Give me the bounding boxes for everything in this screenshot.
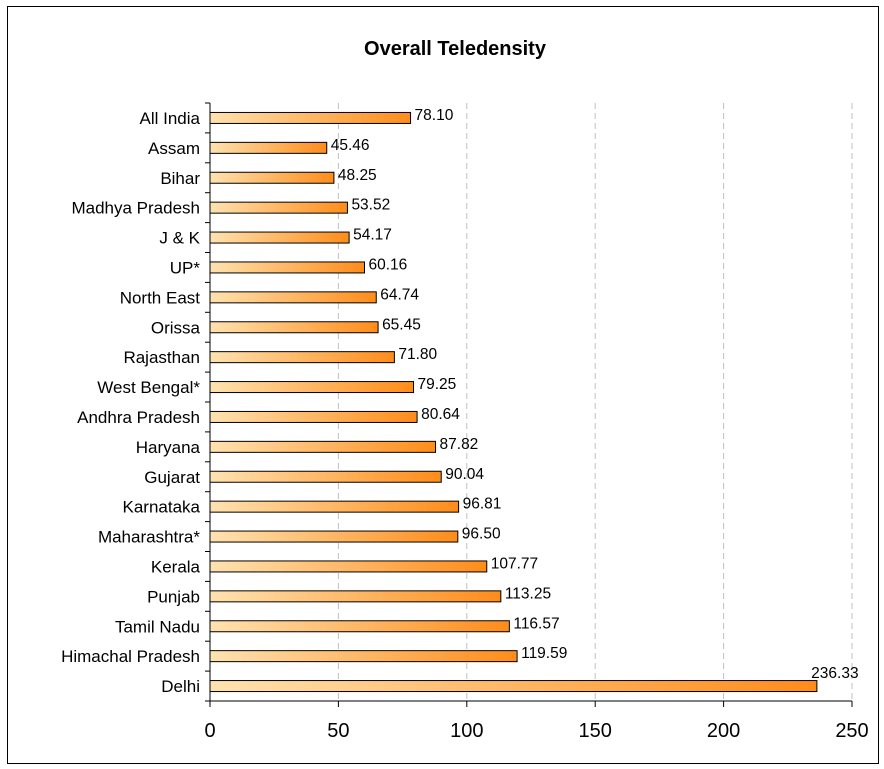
bar bbox=[209, 470, 442, 483]
category-label: Haryana bbox=[136, 438, 201, 457]
bar bbox=[209, 171, 335, 184]
bar bbox=[209, 440, 437, 453]
value-label: 64.74 bbox=[380, 286, 419, 303]
value-label: 71.80 bbox=[398, 346, 437, 363]
category-label: West Bengal* bbox=[97, 378, 200, 397]
bar bbox=[209, 620, 510, 633]
x-tick-label: 200 bbox=[707, 720, 740, 742]
value-label: 236.33 bbox=[811, 665, 858, 682]
category-label: Madhya Pradesh bbox=[71, 199, 200, 218]
category-label: Orissa bbox=[151, 318, 201, 337]
bar bbox=[209, 321, 379, 334]
value-label: 45.46 bbox=[331, 137, 370, 154]
value-label: 116.57 bbox=[513, 615, 559, 632]
category-label: Karnataka bbox=[123, 498, 201, 517]
category-label: Assam bbox=[148, 139, 200, 158]
chart-frame: Overall Teledensity All India 78.10 Assam 4… bbox=[7, 6, 879, 764]
value-label: 78.10 bbox=[415, 107, 454, 124]
value-label: 48.25 bbox=[338, 167, 377, 184]
category-label: Delhi bbox=[161, 677, 200, 696]
value-label: 54.17 bbox=[353, 227, 392, 244]
category-label: UP* bbox=[170, 258, 201, 277]
value-label: 53.52 bbox=[351, 197, 390, 214]
category-label: All India bbox=[140, 109, 201, 128]
bar bbox=[209, 141, 328, 154]
bar bbox=[209, 560, 488, 573]
value-label: 119.59 bbox=[521, 645, 567, 662]
labels: All India 78.10 Assam 45.46 Bihar 48.25 Madhya… bbox=[61, 107, 869, 742]
value-label: 113.25 bbox=[505, 585, 551, 602]
bar bbox=[209, 500, 460, 513]
category-label: North East bbox=[120, 288, 201, 307]
x-tick-label: 150 bbox=[579, 720, 612, 742]
category-label: Maharashtra* bbox=[98, 528, 200, 547]
bar bbox=[209, 111, 412, 124]
category-label: Rajasthan bbox=[123, 348, 200, 367]
category-label: Gujarat bbox=[144, 468, 200, 487]
value-label: 80.64 bbox=[421, 406, 460, 423]
category-label: Kerala bbox=[151, 557, 201, 576]
value-label: 96.50 bbox=[462, 526, 501, 543]
category-label: Andhra Pradesh bbox=[77, 408, 200, 427]
category-label: Himachal Pradesh bbox=[61, 647, 200, 666]
bar bbox=[209, 201, 348, 214]
bar bbox=[209, 261, 365, 274]
bar bbox=[209, 351, 395, 364]
category-label: J & K bbox=[159, 229, 200, 248]
value-label: 79.25 bbox=[418, 376, 457, 393]
bar bbox=[209, 530, 459, 543]
category-label: Tamil Nadu bbox=[115, 617, 200, 636]
bar bbox=[209, 590, 502, 603]
bar bbox=[209, 410, 418, 423]
bar bbox=[209, 381, 415, 394]
x-tick-label: 250 bbox=[835, 720, 868, 742]
value-label: 107.77 bbox=[491, 555, 538, 572]
x-tick-label: 100 bbox=[450, 720, 483, 742]
bar bbox=[209, 650, 518, 663]
teledensity-bar-chart: Overall Teledensity All India 78.10 Assam 4… bbox=[61, 38, 869, 742]
grid-lines bbox=[337, 103, 853, 701]
category-label: Bihar bbox=[160, 169, 200, 188]
chart-title: Overall Teledensity bbox=[364, 38, 547, 60]
value-label: 60.16 bbox=[368, 256, 407, 273]
value-label: 65.45 bbox=[382, 316, 421, 333]
bars bbox=[209, 111, 818, 693]
x-tick-label: 50 bbox=[327, 720, 349, 742]
bar bbox=[209, 291, 377, 304]
bar bbox=[209, 231, 350, 244]
bar bbox=[209, 680, 818, 693]
axes bbox=[205, 102, 853, 707]
x-tick-label: 0 bbox=[204, 720, 215, 742]
value-label: 96.81 bbox=[463, 496, 502, 513]
value-label: 87.82 bbox=[440, 436, 479, 453]
category-label: Punjab bbox=[147, 587, 200, 606]
value-label: 90.04 bbox=[445, 466, 484, 483]
